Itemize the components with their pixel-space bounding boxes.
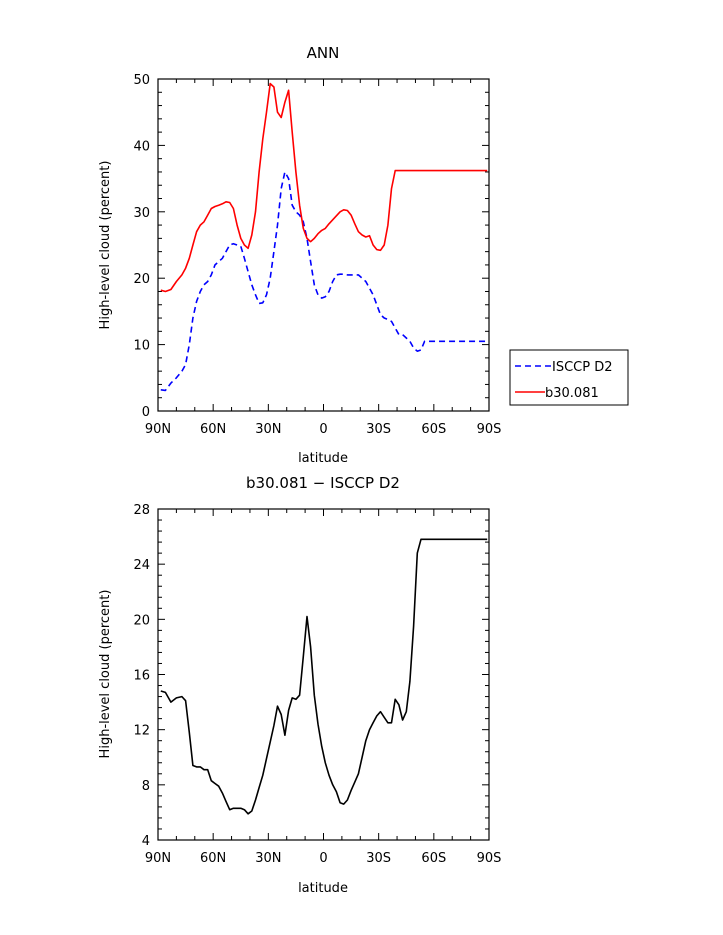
chart-bottom-x-tick-label: 60N xyxy=(200,851,226,866)
chart-top-x-tick-label: 60N xyxy=(200,422,226,437)
chart-bottom-x-tick-label: 90S xyxy=(477,851,502,866)
chart-bottom-x-tick-label: 30S xyxy=(366,851,391,866)
chart-bottom-y-tick-label: 20 xyxy=(133,613,150,628)
chart-top-x-tick-label: 30S xyxy=(366,422,391,437)
chart-bottom-y-ticks: 4 8 12 16 20 24 28 xyxy=(133,503,489,849)
chart-bottom-y-tick-label: 16 xyxy=(133,669,150,684)
chart-bottom-series xyxy=(160,538,488,815)
chart-top-y-tick-label: 50 xyxy=(133,73,150,88)
legend-label-isccp: ISCCP D2 xyxy=(552,360,613,375)
chart-bottom-y-axis-label: High-level cloud (percent) xyxy=(98,590,113,759)
chart-bottom-y-tick-label: 4 xyxy=(142,834,150,849)
chart-top-y-tick-label: 20 xyxy=(133,272,150,287)
chart-top-title: ANN xyxy=(307,44,340,62)
chart-bottom-title: b30.081 − ISCCP D2 xyxy=(246,474,400,492)
chart-top-series-line-1 xyxy=(160,82,488,293)
chart-top-x-tick-label: 90S xyxy=(477,422,502,437)
chart-top-x-ticks: 90N 60N 30N 0 30S 60S 90S xyxy=(145,79,502,437)
chart-top-y-ticks: 0 10 20 30 40 50 xyxy=(133,73,489,420)
chart-top-y-tick-label: 40 xyxy=(133,139,150,154)
chart-top-x-tick-label: 30N xyxy=(255,422,281,437)
chart-bottom-y-tick-label: 12 xyxy=(133,724,150,739)
chart-top-x-tick-label: 90N xyxy=(145,422,171,437)
chart-bottom: b30.081 − ISCCP D2 90N 60N 30N 0 30S 60S 90S 4… xyxy=(98,474,501,896)
chart-bottom-x-tick-label: 30N xyxy=(255,851,281,866)
legend-box xyxy=(509,349,629,406)
chart-top-y-axis-label: High-level cloud (percent) xyxy=(98,161,113,330)
chart-top-series xyxy=(160,82,488,392)
chart-top-x-tick-label: 60S xyxy=(421,422,446,437)
chart-bottom-series-line-0 xyxy=(160,538,488,815)
chart-bottom-x-axis-label: latitude xyxy=(298,881,348,896)
chart-bottom-y-tick-label: 8 xyxy=(142,779,150,794)
chart-top-x-tick-label: 0 xyxy=(319,422,327,437)
chart-top-series-line-0 xyxy=(160,171,488,392)
chart-top-y-tick-label: 30 xyxy=(133,206,150,221)
chart-top-x-axis-label: latitude xyxy=(298,451,348,466)
chart-bottom-x-tick-label: 90N xyxy=(145,851,171,866)
chart-bottom-x-tick-label: 60S xyxy=(421,851,446,866)
legend-label-b30: b30.081 xyxy=(545,386,599,401)
chart-top: ANN 90N 60N 30N 0 30S 60S 90S 0 10 20 30 40 50 lati… xyxy=(98,44,629,466)
chart-bottom-x-ticks: 90N 60N 30N 0 30S 60S 90S xyxy=(145,509,502,866)
chart-bottom-y-tick-label: 24 xyxy=(133,558,150,573)
chart-bottom-y-tick-label: 28 xyxy=(133,503,150,518)
chart-bottom-x-tick-label: 0 xyxy=(319,851,327,866)
chart-top-plot-area xyxy=(157,78,490,412)
chart-top-legend: ISCCP D2 b30.081 xyxy=(509,349,629,406)
chart-top-y-tick-label: 0 xyxy=(142,405,150,420)
chart-bottom-plot-area xyxy=(157,508,490,841)
chart-top-y-tick-label: 10 xyxy=(133,339,150,354)
